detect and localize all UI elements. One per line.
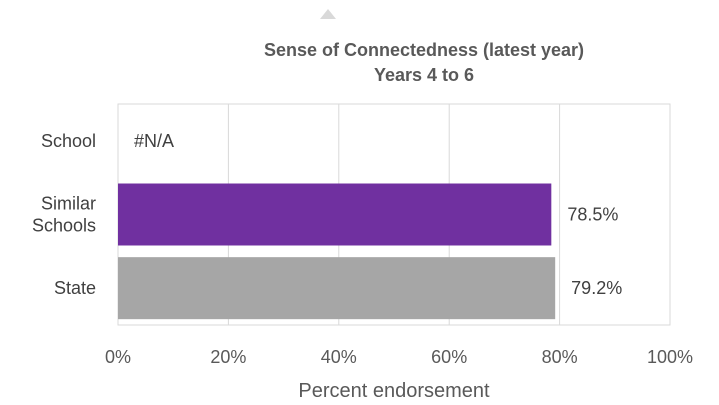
- x-tick-label: 40%: [321, 347, 357, 367]
- x-tick-label: 20%: [210, 347, 246, 367]
- x-tick-label: 0%: [105, 347, 131, 367]
- x-tick-label: 80%: [542, 347, 578, 367]
- category-label: State: [54, 278, 96, 298]
- x-tick-label: 60%: [431, 347, 467, 367]
- bars: [118, 183, 556, 320]
- category-label: Schools: [32, 216, 96, 236]
- bar-similar-schools: [118, 183, 552, 246]
- data-label: 78.5%: [567, 205, 618, 225]
- collapse-triangle-icon: [320, 9, 336, 19]
- data-label: 79.2%: [571, 278, 622, 298]
- x-axis-title: Percent endorsement: [298, 380, 490, 402]
- x-tick-label: 100%: [647, 347, 693, 367]
- chart-title: Sense of Connectedness (latest year): [264, 40, 584, 60]
- data-label: #N/A: [134, 131, 174, 151]
- tick-labels: 0% 20% 40% 60% 80% 100%: [105, 347, 693, 367]
- category-label: School: [41, 131, 96, 151]
- chart-subtitle: Years 4 to 6: [374, 65, 474, 85]
- category-label: Similar: [41, 194, 96, 214]
- bar-state: [118, 257, 556, 320]
- data-labels: #N/A 78.5% 79.2%: [134, 131, 622, 298]
